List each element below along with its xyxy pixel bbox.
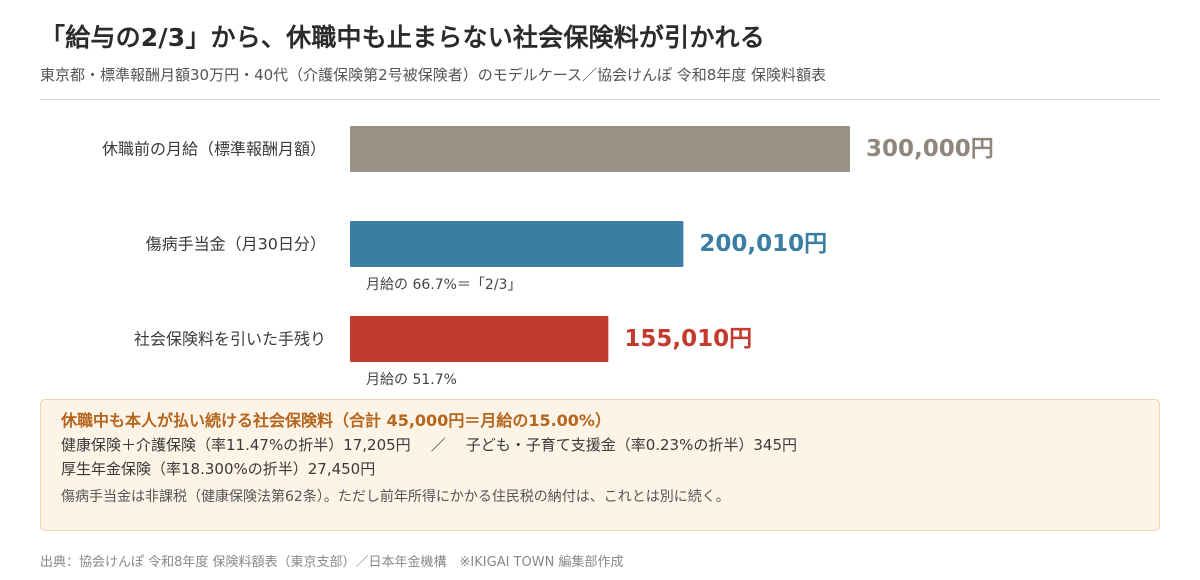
- child-support-text: 子ども・子育て支援金（率0.23%の折半）345円: [465, 436, 797, 454]
- category-label: 休職前の月給（標準報酬月額）: [102, 140, 326, 159]
- category-label: 社会保険料を引いた手残り: [134, 330, 326, 349]
- chart-subtitle: 東京都・標準報酬月額30万円・40代（介護保険第2号被保険者）のモデルケース／協…: [40, 66, 827, 84]
- health-insurance-text: 健康保険＋介護保険（率11.47%の折半）17,205円: [61, 436, 411, 454]
- info-line-pension: 厚生年金保険（率18.300%の折半）27,450円: [61, 460, 376, 478]
- bar: [350, 316, 609, 362]
- info-separator: ／: [430, 436, 446, 454]
- bar-note: 月給の 51.7%: [366, 372, 457, 388]
- category-label: 傷病手当金（月30日分）: [146, 235, 326, 254]
- bar: [350, 126, 850, 172]
- value-label: 155,010円: [624, 326, 752, 352]
- value-label: 200,010円: [699, 231, 827, 257]
- bar-note: 月給の 66.7%＝「2/3」: [366, 277, 521, 293]
- value-label: 300,000円: [866, 136, 994, 162]
- info-box-title: 休職中も本人が払い続ける社会保険料（合計 45,000円＝月給の15.00%）: [61, 411, 611, 430]
- header-divider: [40, 99, 1160, 100]
- source-footnote: 出典：協会けんぽ 令和8年度 保険料額表（東京支部）／日本年金機構 ※IKIGA…: [40, 555, 624, 570]
- chart-title: 「給与の2/3」から、休職中も止まらない社会保険料が引かれる: [40, 23, 765, 52]
- info-line-health: 健康保険＋介護保険（率11.47%の折半）17,205円 ／ 子ども・子育て支援金（…: [61, 433, 1139, 457]
- social-insurance-info-box: 休職中も本人が払い続ける社会保険料（合計 45,000円＝月給の15.00%） …: [40, 399, 1160, 531]
- info-note: 傷病手当金は非課税（健康保険法第62条）。ただし前年所得にかかる住民税の納付は、…: [61, 489, 730, 505]
- bar: [350, 221, 684, 267]
